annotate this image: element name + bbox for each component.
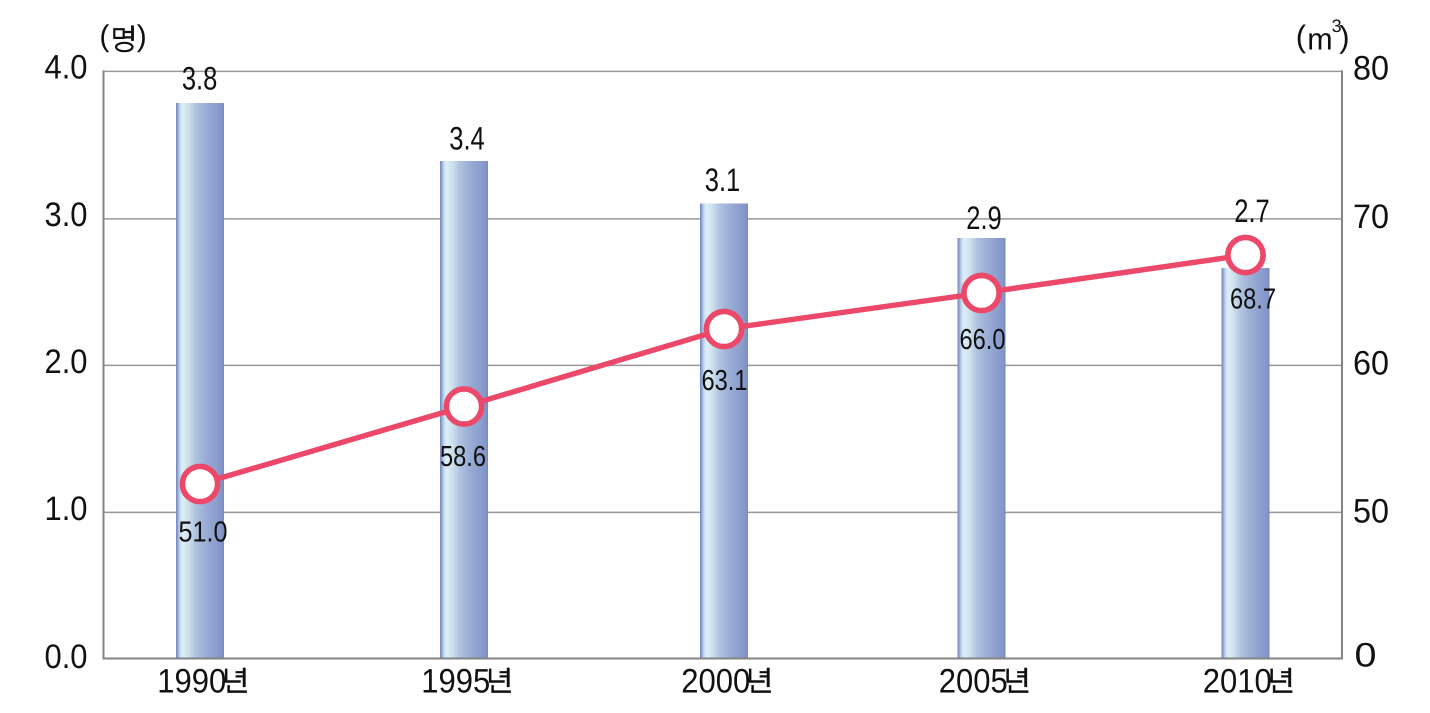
svg-text:4.0: 4.0	[45, 49, 88, 87]
svg-text:3.1: 3.1	[705, 162, 741, 198]
svg-text:0: 0	[1355, 637, 1377, 675]
svg-text:(: (	[99, 20, 109, 53]
svg-text:3.4: 3.4	[449, 121, 485, 157]
svg-text:51.0: 51.0	[179, 517, 228, 549]
svg-text:66.0: 66.0	[960, 324, 1006, 356]
svg-text:2.9: 2.9	[966, 200, 1002, 236]
svg-text:3: 3	[1332, 16, 1342, 36]
svg-text:1990: 1990	[157, 662, 226, 700]
svg-text:0.0: 0.0	[45, 638, 88, 676]
svg-text:(: (	[1296, 19, 1307, 54]
svg-text:2.0: 2.0	[45, 343, 88, 381]
svg-text:1.0: 1.0	[45, 490, 88, 528]
svg-text:1995: 1995	[421, 662, 490, 700]
svg-text:60: 60	[1353, 345, 1389, 383]
svg-text:2000: 2000	[681, 662, 750, 700]
svg-text:2.7: 2.7	[1234, 193, 1270, 229]
svg-text:m: m	[1307, 23, 1332, 57]
svg-text:3.0: 3.0	[45, 196, 88, 234]
svg-text:80: 80	[1353, 50, 1389, 88]
svg-text:): )	[1339, 19, 1349, 54]
svg-text:68.7: 68.7	[1230, 284, 1276, 316]
svg-text:2005: 2005	[939, 662, 1008, 700]
svg-text:2010: 2010	[1203, 662, 1272, 700]
svg-text:58.6: 58.6	[440, 441, 486, 473]
svg-text:70: 70	[1353, 198, 1389, 236]
svg-text:): )	[137, 20, 147, 53]
svg-text:50: 50	[1353, 493, 1389, 531]
svg-text:3.8: 3.8	[182, 60, 218, 96]
svg-text:63.1: 63.1	[702, 365, 748, 397]
